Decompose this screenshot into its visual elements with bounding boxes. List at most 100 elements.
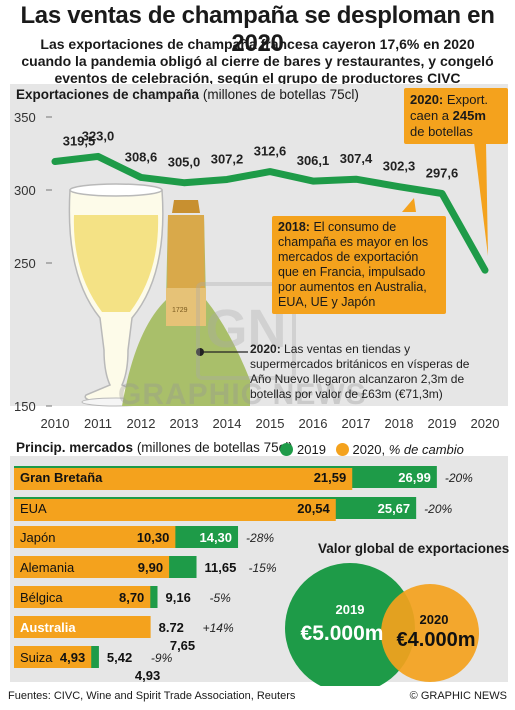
page-subtitle: Las exportaciones de champaña francesa c… [21,36,494,86]
line-y-tick-label: 250 [14,256,36,271]
value-2020-circle [381,584,479,682]
line-point-label: 302,3 [383,159,416,174]
line-chart: 1729 150 250 300 350 2010 2011 2012 2013 2014 201… [14,110,499,429]
bar-change: -20% [445,471,473,485]
value-2019-amount: €5.000m [301,622,384,645]
value-2020-year: 2020 [420,612,449,627]
bar-2019-value: 26,99 [398,470,431,485]
callout-2020-text-c: de botellas [410,124,473,139]
watermark-text: GRAPHIC NEWS [118,378,367,411]
bar-2020 [14,468,353,490]
line-chart-axes: 150 250 300 350 2010 2011 2012 2013 2014 2015 2016… [14,110,499,429]
bar-2020 [14,499,336,521]
line-chart-unit: (millones de botellas 75cl) [202,87,359,102]
line-x-tick-label: 2013 [170,416,199,429]
note-2020-year: 2020: [250,342,281,356]
callout-2020: 2020: Export. caen a 245m de botellas [404,88,508,144]
callout-2020-text-b: caen a [410,108,453,123]
page-title: Las ventas de champaña se desploman en 2… [20,2,495,57]
bar-2020-value: 10,30 [137,530,170,545]
bar-category-label: Japón [20,530,55,545]
callout-2018: 2018: El consumo de champaña es mayor en… [272,216,446,314]
bar-2020-value: 8,70 [119,590,144,605]
line-x-tick-label: 2015 [256,416,285,429]
svg-text:1729: 1729 [172,307,188,314]
footer-credit: © GRAPHIC NEWS [409,690,507,702]
bar-2019-value: 11,65 [205,560,237,575]
line-x-tick-label: 2020 [471,416,500,429]
bar-2020 [14,646,92,668]
legend-2020-label: 2020, [352,442,386,458]
bar-chart: Gran Bretaña 26,99 21,59 -20% EUA 25,67 20,54 -… [14,466,479,686]
line-x-tick-label: 2011 [84,416,112,429]
bar-chart-title-text: Princip. mercados [16,440,134,455]
value-2020-amount: €4.000m [397,629,476,651]
bar-2020 [14,526,176,548]
bar-category-label: EUA [20,501,47,516]
line-point-label: 297,6 [426,166,459,181]
bar-2020-value: 21,59 [314,470,347,485]
callout-2018-text: El consumo de champaña es mayor en los m… [278,220,429,309]
callout-2018-year: 2018: [278,220,310,234]
note-2020-text: Las ventas en tiendas y supermercados br… [250,342,470,401]
callout-2020-text-a: Export. [443,92,489,107]
line-point-label: 307,2 [211,151,244,166]
line-chart-title: Exportaciones de champaña (millones de b… [16,87,359,102]
export-line-series [51,152,489,274]
bar-change: +14% [203,621,234,635]
bar-2019-value: 5,42 [107,650,132,665]
bar-2020-value: 9,90 [138,560,163,575]
bar-category-label: Gran Bretaña [20,470,103,485]
line-point-label: 306,1 [297,153,330,168]
line-x-tick-label: 2012 [127,416,156,429]
line-point-label: 319,5 [63,134,96,149]
champagne-bottle-illustration: 1729 [122,200,250,406]
bar-category-label: Bélgica [20,590,63,605]
bar-change: -15% [249,561,277,575]
line-chart-title-text: Exportaciones de champaña [16,87,200,102]
bar-2020 [14,586,151,608]
bar-2020-value: 4,93 [60,650,85,665]
line-point-label: 307,4 [340,151,373,166]
callout-2020-value: 245m [452,108,486,123]
bar-change: -5% [210,591,232,605]
bar-2020-value: 20,54 [297,501,330,516]
bar-secondary-value: 4,93 [135,668,160,683]
bar-2019-value: 25,67 [378,501,411,516]
line-point-label: 305,0 [168,155,201,170]
bar-chart-legend: 2019 2020, % de cambio [274,441,464,457]
bar-change: -20% [424,502,452,516]
line-point-label: 323,0 [82,128,115,143]
bar-chart-unit: (millones de botellas 75cl) [136,440,293,455]
global-value-title: Valor global de exportaciones [318,541,510,556]
bar-2019-value: 9,16 [166,590,191,605]
watermark-logo: GN [196,282,296,380]
line-x-tick-label: 2019 [428,416,457,429]
callout-2020-year: 2020: [410,92,444,107]
legend-2019-swatch [280,443,293,457]
line-point-label: 308,6 [125,149,158,164]
legend-change-label: % de cambio [388,442,464,458]
callout-2018-pointer [402,198,416,212]
bar-chart-title: Princip. mercados (millones de botellas … [16,440,293,455]
bar-2019-value: 14,30 [199,530,232,545]
legend-2020-swatch [335,443,349,457]
line-x-tick-label: 2016 [299,416,328,429]
line-y-tick-label: 350 [14,110,36,125]
line-x-tick-label: 2018 [385,416,414,429]
champagne-glass-illustration [68,183,164,407]
line-y-tick-label: 150 [14,399,36,414]
value-2019-year: 2019 [336,602,365,617]
footer-sources: Fuentes: CIVC, Wine and Spirit Trade Ass… [8,690,296,702]
line-y-tick-label: 300 [14,183,36,198]
legend-2019-label: 2019 [297,442,326,458]
bar-category-label: Australia [20,620,76,635]
note-2020-uk: 2020: Las ventas en tiendas y supermerca… [250,342,470,402]
bar-2020 [14,616,151,638]
bar-secondary-value: 7,65 [170,638,195,653]
bar-2019-value: 8.72 [159,620,184,635]
value-2019-circle [285,563,415,686]
bar-change: -28% [246,531,274,545]
bar-category-label: Alemania [20,560,75,575]
bar-chart-bars: Gran Bretaña 26,99 21,59 -20% EUA 25,67 20,54 -… [14,466,473,683]
